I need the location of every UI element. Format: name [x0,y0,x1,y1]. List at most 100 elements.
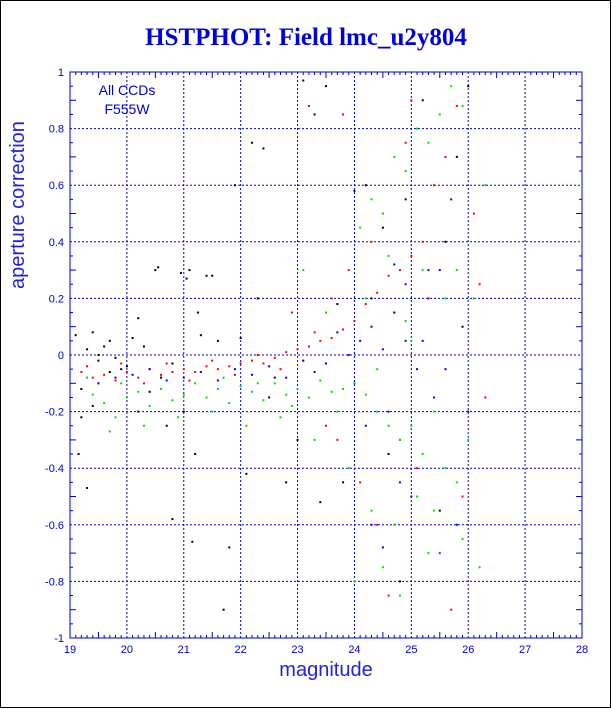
data-point [114,379,117,382]
y-tick-label: 0.6 [49,180,64,192]
data-point [125,370,128,373]
data-point [302,359,305,362]
data-point [191,540,194,543]
data-point [228,365,231,368]
data-point [137,317,140,320]
data-point [216,339,219,342]
data-point [285,393,288,396]
data-point [455,155,458,158]
data-point [80,370,83,373]
data-point [182,393,185,396]
data-point [336,303,339,306]
data-point [296,438,299,441]
data-point [256,354,259,356]
data-point [86,365,89,368]
data-point [177,416,180,419]
data-point [330,337,333,340]
y-tick-label: -0.8 [45,576,64,588]
data-point [239,362,242,365]
data-point [97,354,100,356]
data-point [239,337,242,340]
data-point [404,198,407,201]
data-point [279,368,282,371]
data-point [370,523,373,526]
annotation-filter: F555W [104,101,150,117]
data-point [376,368,379,371]
data-point [97,382,100,385]
data-point [131,373,134,376]
data-point [103,345,106,348]
data-point [262,399,265,402]
data-point [285,351,288,354]
data-point [197,311,199,314]
data-point [120,382,123,385]
data-point [160,373,163,376]
data-point [433,184,436,187]
data-point [296,348,299,351]
data-point [342,387,345,390]
data-point [80,416,83,419]
y-tick-label: 0.2 [49,293,64,305]
x-tick-label: 28 [576,644,588,656]
data-point [233,368,236,371]
data-point [387,594,390,597]
data-point [387,410,390,413]
data-point [433,509,436,512]
data-point [325,311,327,314]
data-point [438,552,441,555]
data-point [313,113,316,116]
data-point [307,104,310,107]
data-point [376,410,379,413]
data-point [461,104,464,107]
data-point [353,189,356,192]
data-point [444,240,447,243]
data-point [427,269,430,272]
data-points [74,79,487,611]
data-point [387,453,390,456]
data-point [410,339,413,342]
data-point [455,104,458,107]
data-point [273,376,276,379]
data-point [103,402,106,405]
data-point [114,356,117,359]
data-point [307,396,310,399]
x-tick-label: 21 [178,644,190,656]
data-point [330,390,333,393]
data-point [370,198,373,201]
data-point [387,254,390,257]
data-point [142,424,145,427]
data-point [171,370,174,373]
data-point [381,566,384,569]
x-tick-label: 20 [121,644,133,656]
data-point [438,509,441,512]
data-point [433,396,436,399]
data-point [182,410,185,413]
data-point [256,382,259,385]
data-point [296,387,299,390]
data-point [160,376,163,379]
data-point [484,396,487,399]
data-point [433,410,436,413]
data-point [171,399,174,402]
data-point [353,580,356,583]
data-point [393,311,396,314]
data-point [347,467,350,470]
data-point [86,487,89,490]
data-point [302,269,305,272]
y-tick-label: -0.6 [45,520,64,532]
annotation-ccds: All CCDs [99,82,156,98]
data-point [455,523,458,526]
data-point [205,365,208,368]
data-point [268,396,271,399]
data-point [137,410,140,413]
data-point [478,283,481,286]
data-point [245,424,248,427]
data-point [77,453,80,456]
data-point [188,379,191,382]
data-point [370,325,373,328]
y-tick-label: 0.4 [49,237,64,249]
x-tick-label: 26 [462,644,474,656]
data-point [404,170,407,173]
data-point [114,376,117,379]
